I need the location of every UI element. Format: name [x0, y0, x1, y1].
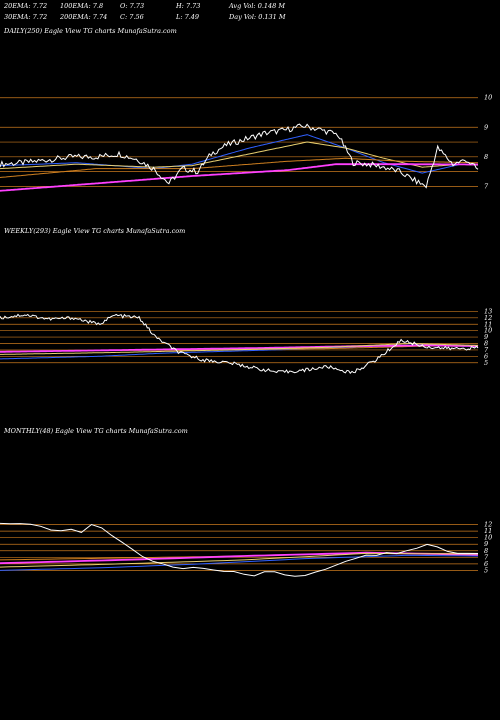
- monthly-tick-label: 11: [484, 527, 492, 535]
- monthly-tick-label: 10: [484, 534, 492, 542]
- daily-panel-label: DAILY(250) Eagle View TG charts MunafaSu…: [4, 27, 177, 35]
- monthly-tick-label: 8: [484, 547, 488, 555]
- daily-ema-line-3: [0, 163, 478, 192]
- weekly-tick-label: 12: [484, 314, 492, 322]
- weekly-ema-line-2: [0, 344, 479, 353]
- weekly-tick-label: 8: [484, 340, 488, 348]
- weekly-panel-label: WEEKLY(293) Eagle View TG charts MunafaS…: [4, 227, 186, 235]
- header-day-vol: Day Vol: 0.131 M: [229, 13, 286, 21]
- monthly-tick-label: 5: [484, 566, 488, 574]
- weekly-tick-label: 5: [484, 359, 488, 367]
- header-30ema: 30EMA: 7.72: [4, 13, 48, 21]
- monthly-tick-label: 12: [484, 521, 492, 529]
- daily-tick-label: 9: [484, 123, 488, 131]
- header-20ema: 20EMA: 7.72: [4, 2, 48, 10]
- weekly-tick-label: 9: [484, 333, 488, 341]
- weekly-ema-line-3: [0, 343, 478, 355]
- monthly-ema-line-0: [0, 554, 479, 571]
- daily-ema-line-0: [0, 134, 479, 174]
- daily-ema-line-2: [0, 157, 478, 178]
- monthly-tick-label: 6: [484, 560, 488, 568]
- monthly-tick-label: 7: [484, 553, 489, 561]
- daily-tick-label: 7: [484, 182, 489, 190]
- daily-ema-line-1: [0, 141, 479, 170]
- weekly-tick-label: 11: [484, 320, 492, 328]
- header-high: H: 7.73: [176, 2, 201, 10]
- header-close: C: 7.56: [120, 13, 144, 21]
- header-low: L: 7.49: [176, 13, 200, 21]
- header-200ema: 200EMA: 7.74: [60, 13, 108, 21]
- weekly-tick-label: 6: [484, 352, 488, 360]
- header-avg-vol: Avg Vol: 0.148 M: [229, 2, 286, 10]
- daily-tick-label: 8: [484, 153, 488, 161]
- weekly-tick-label: 10: [484, 327, 492, 335]
- weekly-price-line: [0, 313, 479, 374]
- monthly-panel-label: MONTHLY(48) Eagle View TG charts MunafaS…: [4, 427, 188, 435]
- weekly-tick-label: 13: [484, 307, 492, 315]
- daily-price-line: [0, 123, 479, 189]
- monthly-price-line: [0, 522, 479, 577]
- daily-tick-label: 10: [484, 94, 492, 102]
- header-100ema: 100EMA: 7.8: [60, 2, 104, 10]
- monthly-tick-label: 9: [484, 540, 488, 548]
- header-open: O: 7.73: [120, 2, 145, 10]
- daily-panel: 10 9 8 7: [0, 94, 492, 192]
- weekly-tick-label: 7: [484, 346, 489, 354]
